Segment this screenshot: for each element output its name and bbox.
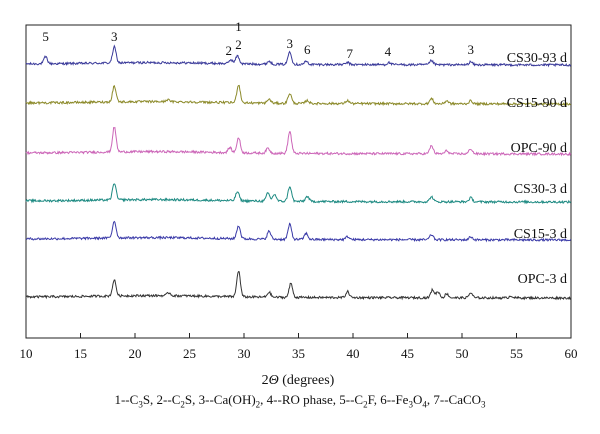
x-tick-label: 55 — [510, 346, 523, 361]
series-line — [25, 183, 572, 205]
series-label: CS30-3 d — [514, 182, 567, 197]
legend-item: 2--C2S, — [156, 392, 199, 410]
peak-label: 7 — [346, 46, 353, 61]
peak-label: 1 — [235, 19, 242, 34]
peak-label: 3 — [428, 42, 435, 57]
plot-border — [25, 24, 572, 339]
peak-label: 3 — [467, 42, 474, 57]
series-label: CS15-90 d — [507, 96, 567, 111]
x-tick-label: 40 — [347, 346, 360, 361]
peak-label: 2 — [225, 43, 232, 58]
series-label-layer: CS30-93 d CS15-90 d OPC-90 d CS30-3 d CS15-3… — [507, 51, 567, 287]
series-layer — [25, 44, 572, 301]
x-tick-label: 30 — [238, 346, 251, 361]
x-tick-label: 20 — [129, 346, 142, 361]
x-axis: 10 15 20 25 30 35 40 45 50 55 60 — [20, 333, 578, 361]
x-tick-label: 50 — [456, 346, 469, 361]
series-line — [25, 126, 572, 157]
peak-label: 3 — [287, 36, 294, 51]
legend-item: 1--C3S, — [114, 392, 157, 410]
x-tick-label: 45 — [401, 346, 414, 361]
legend-item: 4--RO phase, — [266, 392, 340, 407]
series-label: CS30-93 d — [507, 51, 567, 66]
peak-label: 3 — [111, 29, 118, 44]
series-label: CS15-3 d — [514, 227, 567, 242]
x-axis-title: 2Θ (degrees) — [262, 373, 335, 388]
peak-label: 4 — [385, 44, 392, 59]
series-line — [25, 44, 572, 68]
series-line — [25, 84, 571, 107]
peak-label: 6 — [304, 42, 311, 57]
series-line — [25, 220, 572, 243]
legend-item: 6--Fe3O4, — [380, 392, 434, 410]
x-tick-label: 60 — [565, 346, 578, 361]
legend-item: 7--CaCO3 — [433, 392, 486, 410]
x-tick-label: 25 — [183, 346, 196, 361]
plot-frame — [25, 24, 572, 339]
x-tick-label: 35 — [292, 346, 305, 361]
series-label: OPC-3 d — [518, 272, 567, 287]
peak-label: 5 — [42, 29, 49, 44]
peak-label: 2 — [235, 37, 242, 52]
legend-item: 3--Ca(OH)2, — [198, 392, 267, 410]
x-tick-label: 10 — [20, 346, 33, 361]
series-label: OPC-90 d — [511, 141, 567, 156]
legend-item: 5--C2F, — [339, 392, 381, 410]
series-line — [25, 271, 572, 301]
phase-legend: 1--C3S, 2--C2S, 3--Ca(OH)2, 4--RO phase,… — [0, 392, 600, 410]
x-tick-label: 15 — [74, 346, 87, 361]
